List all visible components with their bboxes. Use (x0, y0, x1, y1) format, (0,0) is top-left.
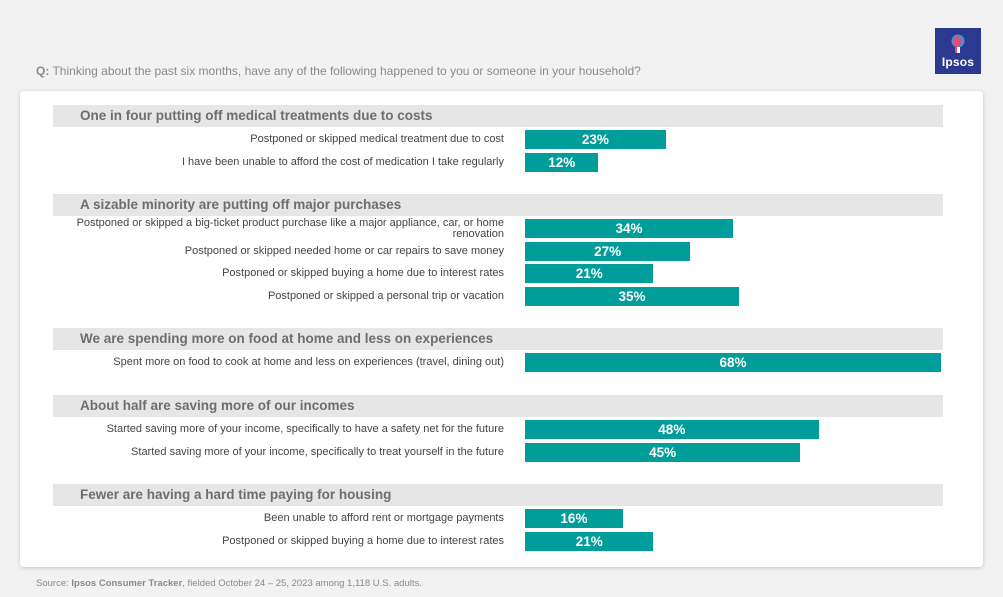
data-label: 21% (575, 533, 603, 549)
source-prefix: Source: (36, 578, 72, 589)
data-bar: 16% (525, 509, 623, 528)
data-label: 35% (618, 288, 646, 304)
data-label: 27% (594, 243, 622, 259)
data-label: 21% (575, 266, 603, 281)
category-label: Postponed or skipped a big-ticket produc… (76, 216, 504, 240)
data-bar: 23% (525, 130, 666, 149)
section-header: A sizable minority are putting off major… (53, 194, 943, 216)
category-label: Postponed or skipped buying a home due t… (222, 534, 504, 547)
ipsos-logo: Ipsos (935, 28, 981, 74)
section-header: About half are saving more of our income… (53, 395, 943, 417)
category-label: Postponed or skipped a personal trip or … (267, 289, 504, 302)
question-prefix: Q: (36, 64, 50, 78)
section-header: Fewer are having a hard time paying for … (53, 484, 943, 506)
category-label: Postponed or skipped medical treatment d… (250, 133, 504, 145)
data-bar: 27% (525, 241, 691, 261)
data-label: 48% (658, 422, 686, 437)
data-bar: 68% (525, 353, 941, 372)
question-text: Q: Thinking about the past six months, h… (36, 64, 641, 78)
data-label: 23% (581, 132, 609, 147)
category-label: Been unable to afford rent or mortgage p… (263, 512, 504, 524)
data-bar: 35% (525, 286, 740, 306)
data-label: 12% (548, 154, 576, 170)
category-label: Spent more on food to cook at home and l… (113, 356, 504, 368)
data-label: 45% (649, 444, 677, 460)
logo-text: Ipsos (941, 55, 975, 69)
category-label: Postponed or skipped buying a home due t… (222, 267, 504, 279)
data-label: 34% (615, 221, 643, 236)
section-header: One in four putting off medical treatmen… (53, 105, 943, 127)
data-bar: 21% (525, 531, 654, 551)
source-name: Ipsos Consumer Tracker (71, 578, 183, 589)
category-label: I have been unable to afford the cost of… (181, 155, 504, 168)
category-label: Started saving more of your income, spec… (131, 445, 504, 458)
data-bar: 45% (525, 442, 801, 462)
category-label: Postponed or skipped needed home or car … (184, 244, 504, 257)
category-label: Started saving more of your income, spec… (106, 423, 504, 435)
data-bar: 21% (525, 264, 654, 283)
logo-figure-icon (951, 34, 965, 53)
data-label: 16% (560, 511, 588, 526)
section-header: We are spending more on food at home and… (53, 328, 943, 350)
data-label: 68% (719, 355, 747, 370)
data-bar: 34% (525, 219, 733, 238)
source-note: Source: Ipsos Consumer Tracker, fielded … (36, 578, 422, 589)
source-details: , fielded October 24 – 25, 2023 among 1,… (182, 578, 422, 589)
data-bar: 12% (525, 152, 599, 172)
question-body: Thinking about the past six months, have… (52, 64, 641, 78)
data-bar: 48% (525, 420, 819, 439)
